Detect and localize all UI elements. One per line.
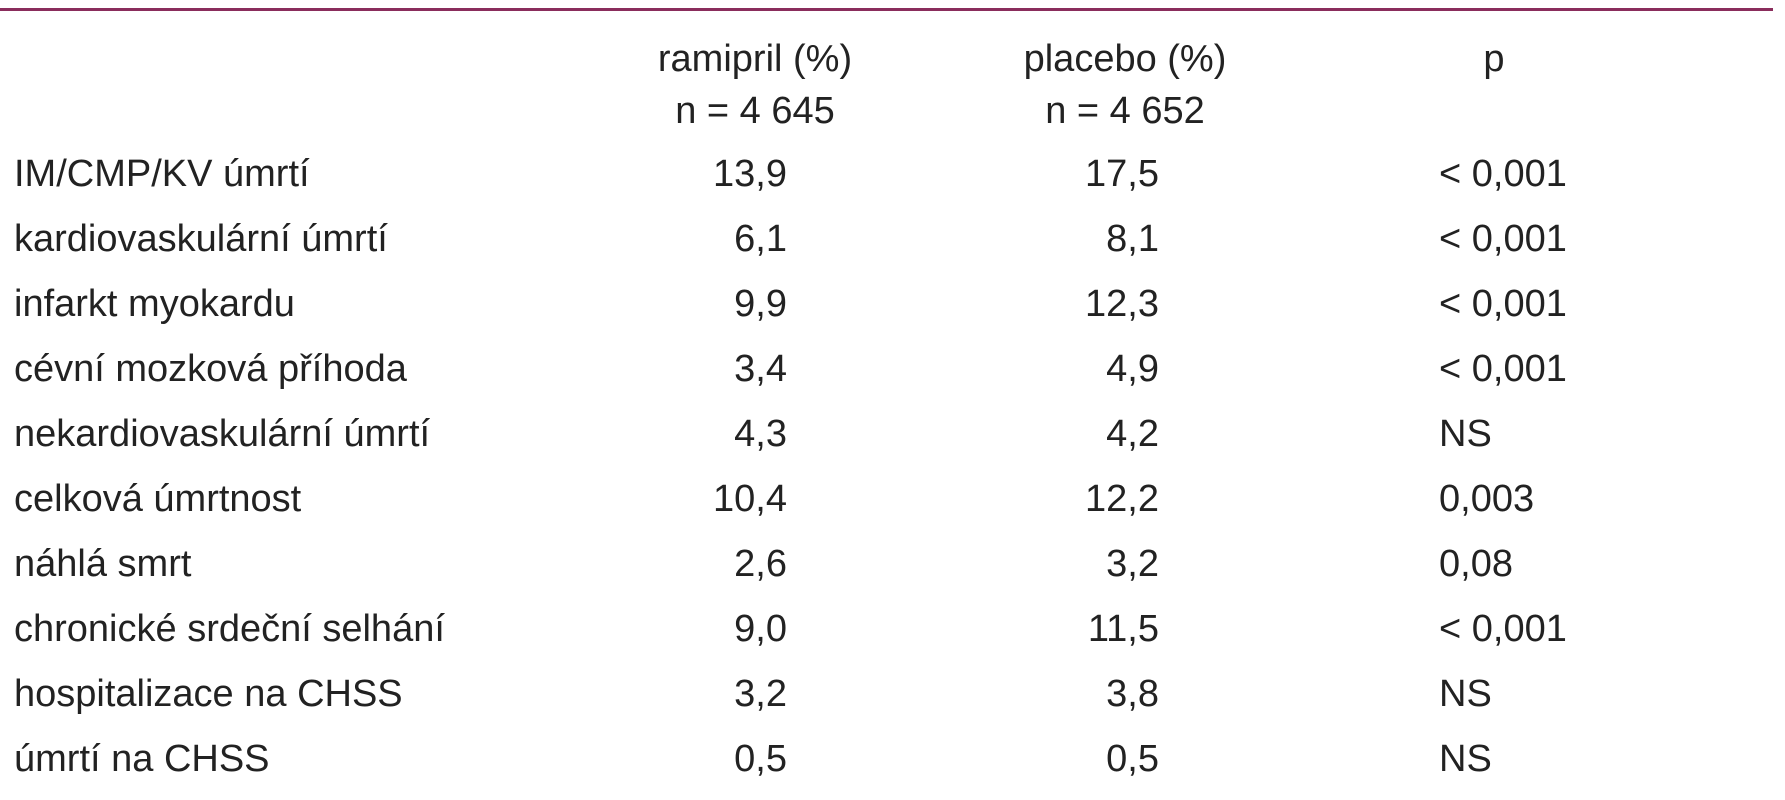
column-header: ramipril (%) [657, 38, 853, 80]
ramipril-value: 2,6 [734, 543, 787, 585]
ramipril-value: 9,0 [734, 608, 787, 650]
column-count: n = 4 652 [1045, 90, 1205, 132]
p-value: NS [1439, 413, 1492, 455]
row-label: náhlá smrt [14, 543, 192, 585]
row-label: chronické srdeční selhání [14, 608, 445, 650]
column-header: p [1483, 38, 1505, 80]
p-value: NS [1439, 673, 1492, 715]
top-rule [0, 8, 1773, 11]
p-value: < 0,001 [1439, 348, 1567, 390]
placebo-value: 4,9 [1106, 348, 1159, 390]
row-label: cévní mozková příhoda [14, 348, 407, 390]
row-label: úmrtí na CHSS [14, 738, 270, 780]
ramipril-value: 4,3 [734, 413, 787, 455]
row-label: infarkt myokardu [14, 283, 295, 325]
row-label: IM/CMP/KV úmrtí [14, 153, 310, 195]
ramipril-value: 9,9 [734, 283, 787, 325]
placebo-value: 3,2 [1106, 543, 1159, 585]
p-value: NS [1439, 738, 1492, 780]
row-label: hospitalizace na CHSS [14, 673, 403, 715]
p-value: < 0,001 [1439, 283, 1567, 325]
ramipril-value: 3,4 [734, 348, 787, 390]
placebo-value: 12,2 [1085, 478, 1159, 520]
placebo-value: 11,5 [1087, 608, 1159, 650]
row-label: kardiovaskulární úmrtí [14, 218, 388, 260]
row-label: nekardiovaskulární úmrtí [14, 413, 431, 455]
column-count: n = 4 645 [675, 90, 835, 132]
placebo-value: 8,1 [1106, 218, 1159, 260]
row-label: celková úmrtnost [14, 478, 302, 520]
placebo-value: 12,3 [1085, 283, 1159, 325]
p-value: 0,003 [1439, 478, 1535, 520]
ramipril-value: 10,4 [713, 478, 787, 520]
ramipril-value: 0,5 [734, 738, 787, 780]
p-value: 0,08 [1439, 543, 1513, 585]
placebo-value: 4,2 [1106, 413, 1159, 455]
p-value: < 0,001 [1439, 153, 1567, 195]
p-value: < 0,001 [1439, 218, 1567, 260]
placebo-value: 0,5 [1106, 738, 1159, 780]
ramipril-value: 13,9 [713, 153, 787, 195]
placebo-value: 3,8 [1106, 673, 1159, 715]
placebo-value: 17,5 [1085, 153, 1159, 195]
column-header: placebo (%) [1023, 38, 1227, 80]
ramipril-value: 6,1 [734, 218, 787, 260]
p-value: < 0,001 [1439, 608, 1567, 650]
ramipril-value: 3,2 [734, 673, 787, 715]
